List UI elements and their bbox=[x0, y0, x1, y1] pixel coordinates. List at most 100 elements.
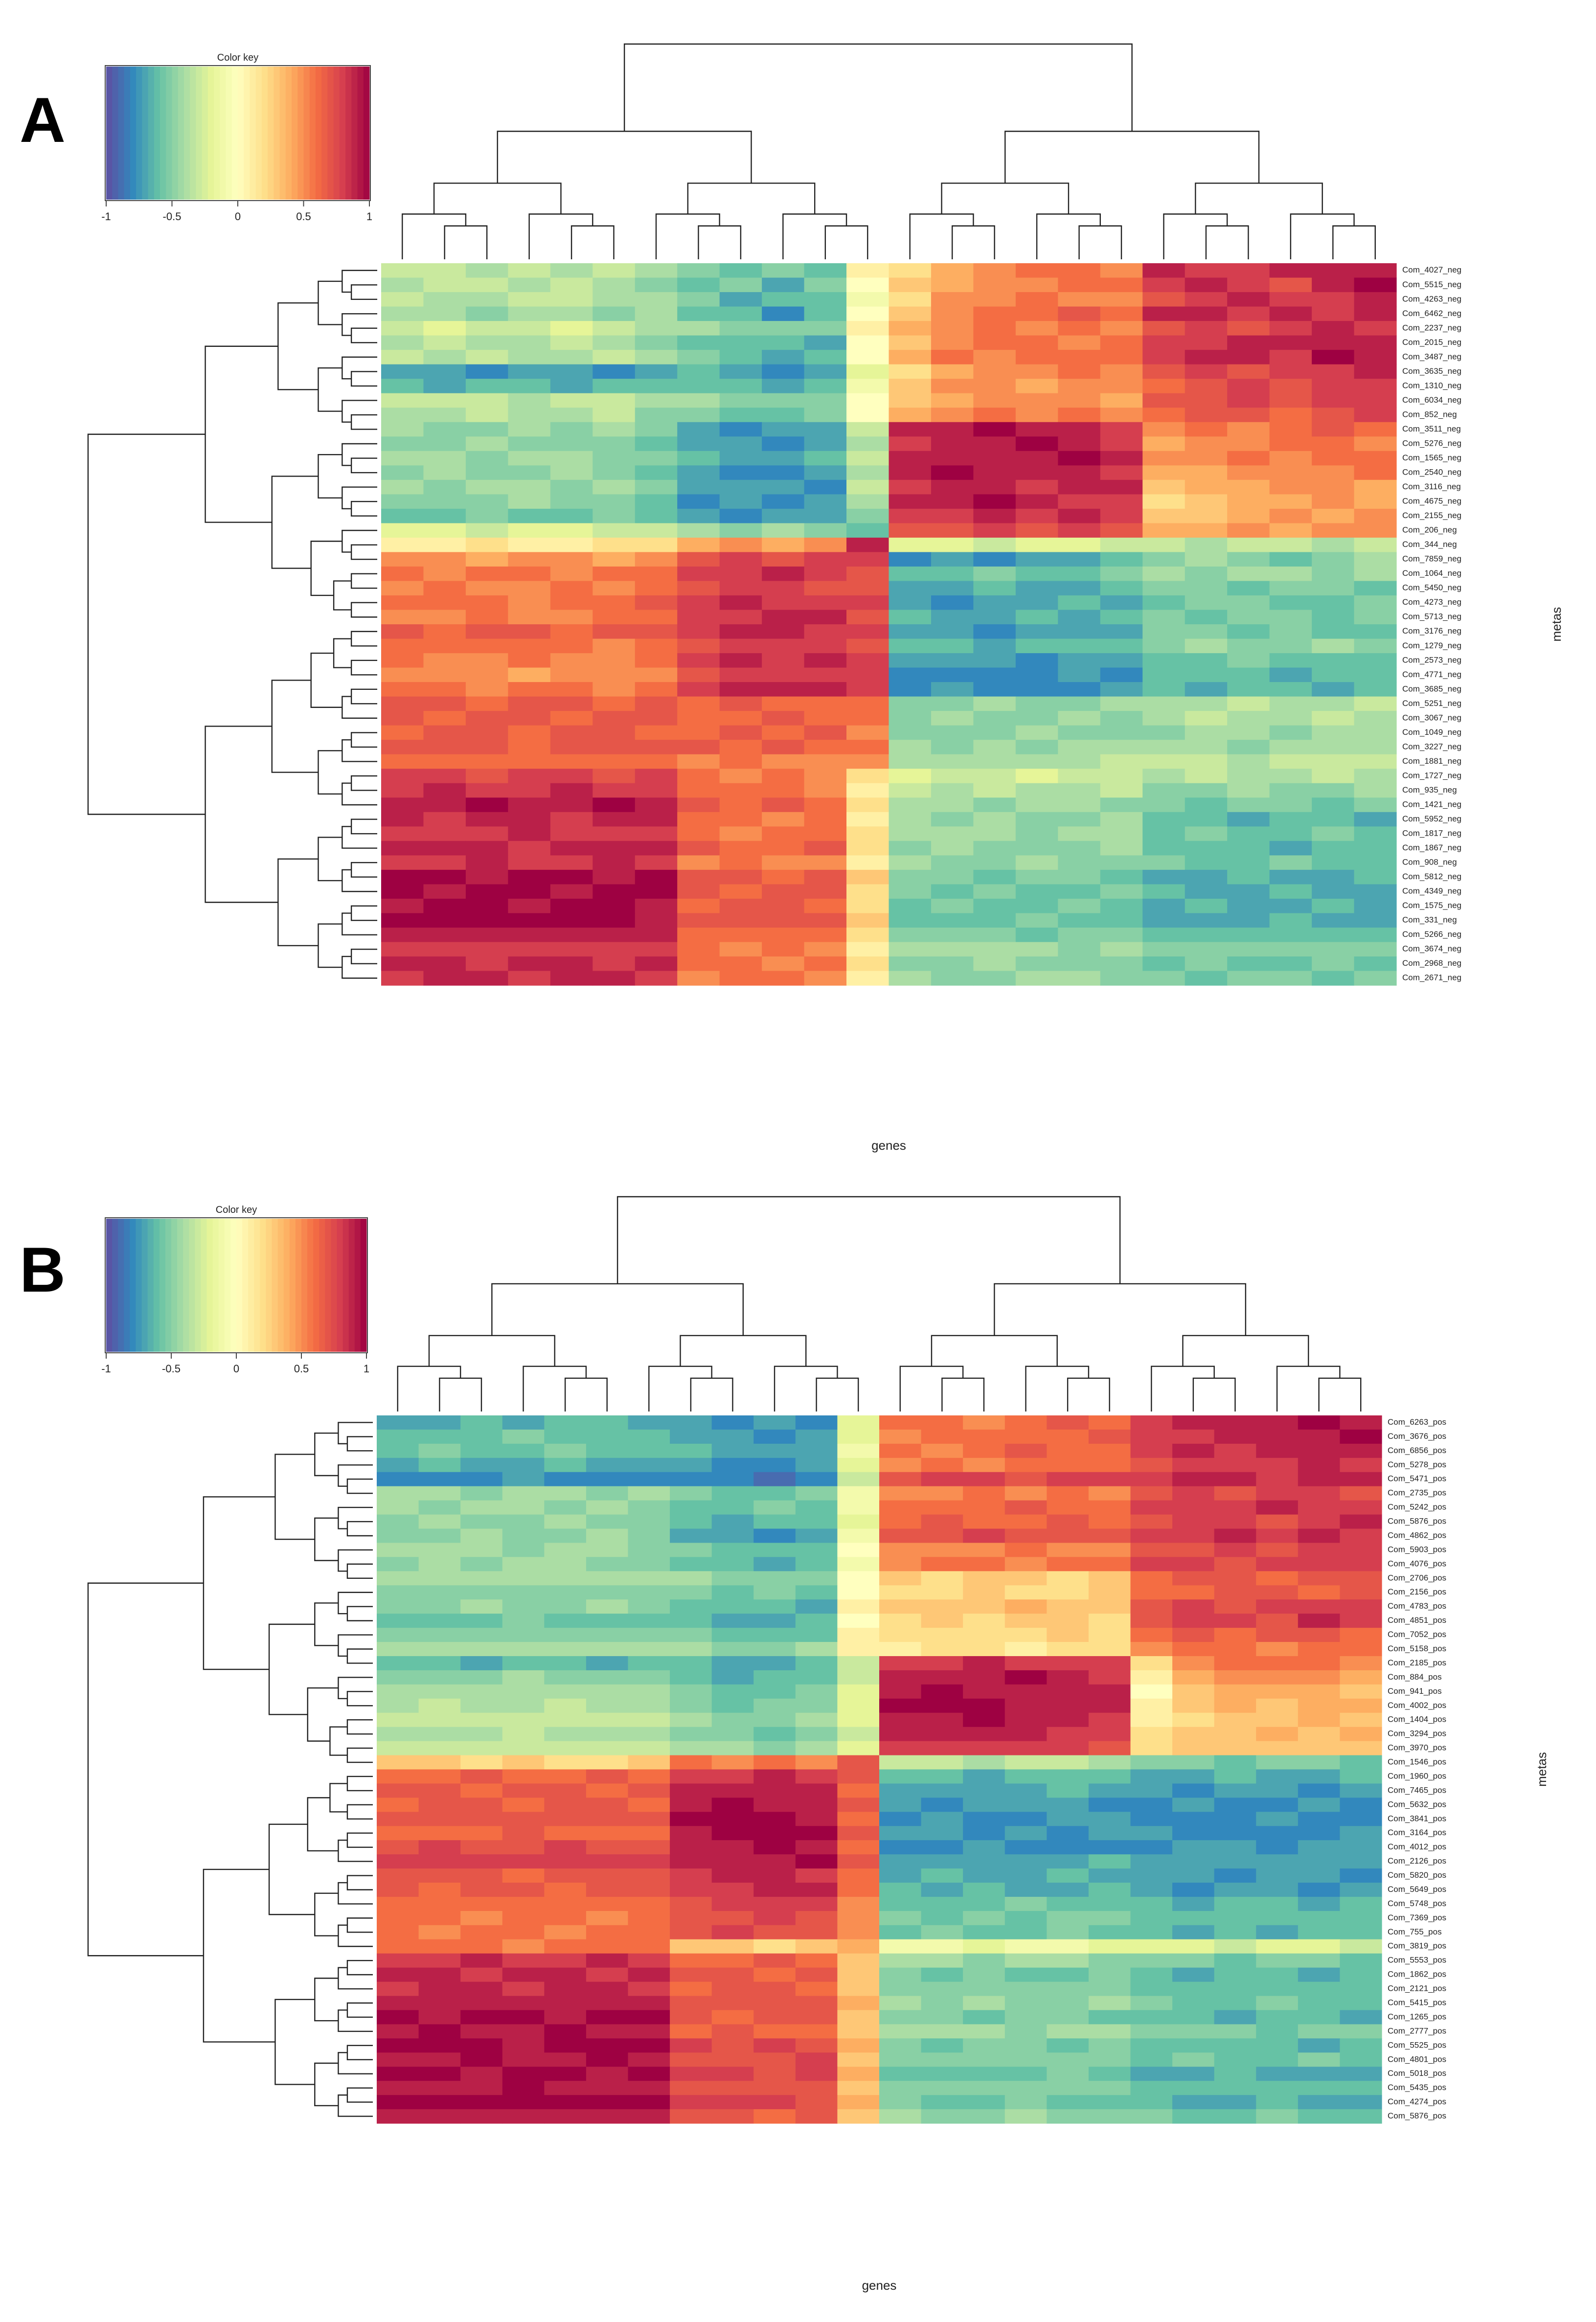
heatmap-cell bbox=[1047, 2067, 1089, 2081]
heatmap-cell bbox=[719, 740, 762, 755]
heatmap-cell bbox=[377, 1642, 419, 1657]
dendrogram-branch bbox=[350, 905, 377, 921]
heatmap-cell bbox=[502, 2024, 545, 2039]
heatmap-cell bbox=[377, 1557, 419, 1571]
heatmap-cell bbox=[837, 2024, 880, 2039]
heatmap-cell bbox=[837, 1883, 880, 1897]
heatmap-cell bbox=[719, 451, 762, 466]
heatmap-cell bbox=[1047, 1443, 1089, 1458]
heatmap-cell bbox=[1058, 479, 1101, 495]
heatmap-cell bbox=[921, 1443, 963, 1458]
heatmap-cell bbox=[544, 1614, 587, 1628]
heatmap-cell bbox=[879, 1599, 922, 1614]
heatmap-cell bbox=[837, 1769, 880, 1784]
heatmap-cell bbox=[1088, 1727, 1131, 1742]
heatmap-cell bbox=[1312, 263, 1355, 278]
heatmap-cell bbox=[544, 2010, 587, 2025]
heatmap-cell bbox=[762, 841, 805, 856]
heatmap-cell bbox=[762, 379, 805, 394]
heatmap-cell bbox=[670, 2095, 712, 2110]
heatmap-cell bbox=[1004, 1571, 1047, 1586]
row-label: Com_908_neg bbox=[1402, 858, 1457, 867]
row-label: Com_852_neg bbox=[1402, 410, 1457, 419]
heatmap-cell bbox=[1047, 2081, 1089, 2095]
heatmap-cell bbox=[762, 913, 805, 928]
heatmap-cell bbox=[381, 566, 424, 582]
heatmap-cell bbox=[1256, 1727, 1299, 1742]
row-label: Com_4349_neg bbox=[1402, 887, 1461, 896]
heatmap-cell bbox=[377, 1840, 419, 1855]
heatmap-cell bbox=[1100, 494, 1143, 509]
heatmap-cell bbox=[879, 1571, 922, 1586]
heatmap-cell bbox=[670, 1967, 712, 1982]
heatmap-cell bbox=[889, 696, 932, 711]
heatmap-cell bbox=[1015, 653, 1058, 668]
dendrogram-branch bbox=[350, 371, 377, 387]
heatmap-cell bbox=[1004, 2095, 1047, 2110]
dendrogram-branch bbox=[931, 1335, 1058, 1366]
heatmap-cell bbox=[423, 508, 466, 524]
heatmap-cell bbox=[628, 1514, 670, 1529]
heatmap-cell bbox=[635, 826, 678, 842]
heatmap-cell bbox=[586, 1712, 629, 1728]
heatmap-cell bbox=[804, 408, 847, 423]
heatmap-cell bbox=[381, 869, 424, 885]
heatmap-cell bbox=[963, 1981, 1005, 1997]
heatmap-cell bbox=[711, 1769, 754, 1784]
heatmap-cell bbox=[1172, 2052, 1215, 2067]
dendrogram-branch bbox=[318, 454, 342, 499]
heatmap-cell bbox=[795, 1472, 838, 1487]
heatmap-cell bbox=[1298, 1628, 1341, 1642]
heatmap-cell bbox=[423, 783, 466, 798]
heatmap-cell bbox=[921, 2095, 963, 2110]
heatmap-cell bbox=[804, 956, 847, 972]
heatmap-cell bbox=[1015, 783, 1058, 798]
heatmap-cell bbox=[465, 956, 508, 972]
heatmap-cell bbox=[1004, 1712, 1047, 1728]
heatmap-cell bbox=[550, 841, 593, 856]
heatmap-cell bbox=[719, 537, 762, 552]
heatmap-cell bbox=[931, 696, 974, 711]
row-label: Com_3116_neg bbox=[1402, 482, 1461, 491]
heatmap-cell bbox=[628, 1798, 670, 1812]
heatmap-cell bbox=[381, 667, 424, 683]
heatmap-cell bbox=[465, 927, 508, 943]
heatmap-cell bbox=[550, 797, 593, 813]
heatmap-cell bbox=[1340, 1585, 1382, 1600]
heatmap-cell bbox=[889, 465, 932, 480]
heatmap-cell bbox=[377, 1571, 419, 1586]
row-label: Com_2573_neg bbox=[1402, 655, 1461, 664]
heatmap-cell bbox=[711, 1925, 754, 1940]
heatmap-cell bbox=[753, 1628, 796, 1642]
heatmap-cell bbox=[795, 1599, 838, 1614]
heatmap-cell bbox=[381, 393, 424, 408]
heatmap-cell bbox=[670, 1628, 712, 1642]
heatmap-cell bbox=[465, 725, 508, 740]
heatmap-cell bbox=[1340, 1698, 1382, 1713]
heatmap-cell bbox=[846, 783, 889, 798]
heatmap-cell bbox=[550, 898, 593, 913]
heatmap-cell bbox=[921, 1571, 963, 1586]
row-label: Com_1575_neg bbox=[1402, 901, 1461, 910]
heatmap-cell bbox=[1340, 1727, 1382, 1742]
heatmap-cell bbox=[1130, 2109, 1173, 2124]
heatmap-cell bbox=[1142, 479, 1186, 495]
color-key-tick-label: 0.5 bbox=[296, 210, 311, 223]
heatmap-cell bbox=[921, 1543, 963, 1557]
heatmap-cell bbox=[381, 451, 424, 466]
heatmap-cell bbox=[508, 812, 551, 827]
heatmap-cell bbox=[1185, 566, 1228, 582]
heatmap-cell bbox=[1142, 956, 1186, 972]
heatmap-cell bbox=[1312, 494, 1355, 509]
heatmap-cell bbox=[423, 869, 466, 885]
heatmap-cell bbox=[586, 1599, 629, 1614]
row-label: Com_1960_pos bbox=[1388, 1771, 1446, 1780]
color-key-strip bbox=[124, 67, 131, 200]
heatmap-cell bbox=[460, 1443, 503, 1458]
dendrogram-branch bbox=[350, 819, 377, 835]
heatmap-cell bbox=[973, 537, 1016, 552]
heatmap-cell bbox=[460, 1415, 503, 1430]
heatmap-cell bbox=[544, 1812, 587, 1826]
heatmap-cell bbox=[846, 350, 889, 365]
heatmap-cell bbox=[502, 1500, 545, 1515]
